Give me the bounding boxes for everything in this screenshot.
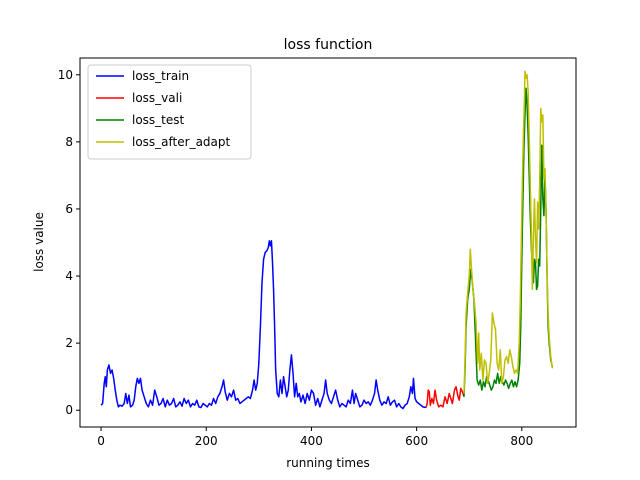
legend-box (87, 64, 252, 160)
legend-label: loss_vali (132, 91, 182, 105)
legend: loss_train loss_vali loss_test loss_after_a… (87, 64, 252, 160)
legend-label: loss_test (132, 113, 185, 127)
chart-title: loss function (284, 37, 373, 53)
series-line-loss-after-adapt (463, 70, 554, 394)
y-axis-ticks: 0 2 4 6 8 10 (58, 68, 80, 417)
axes-frame (79, 57, 577, 428)
legend-label: loss_after_adapt (132, 135, 231, 149)
y-tick-label: 6 (65, 202, 73, 216)
y-axis-label: loss value (32, 212, 46, 272)
legend-label: loss_train (132, 69, 189, 83)
x-tick-label: 0 (97, 434, 105, 448)
x-axis-label: running times (286, 456, 369, 470)
x-tick-label: 600 (405, 434, 428, 448)
x-tick-label: 200 (195, 434, 218, 448)
y-tick-label: 0 (65, 403, 73, 417)
x-tick-label: 800 (510, 434, 533, 448)
y-tick-label: 2 (65, 336, 73, 350)
y-tick-label: 10 (58, 68, 73, 82)
plot-area (100, 70, 554, 410)
series-line-loss-test (463, 87, 554, 397)
x-axis-ticks: 0 200 400 600 800 (97, 427, 533, 448)
y-tick-label: 4 (65, 269, 73, 283)
x-tick-label: 400 (300, 434, 323, 448)
y-tick-label: 8 (65, 135, 73, 149)
series-line-loss-train (100, 240, 427, 410)
series-line-loss-vali (425, 386, 465, 408)
